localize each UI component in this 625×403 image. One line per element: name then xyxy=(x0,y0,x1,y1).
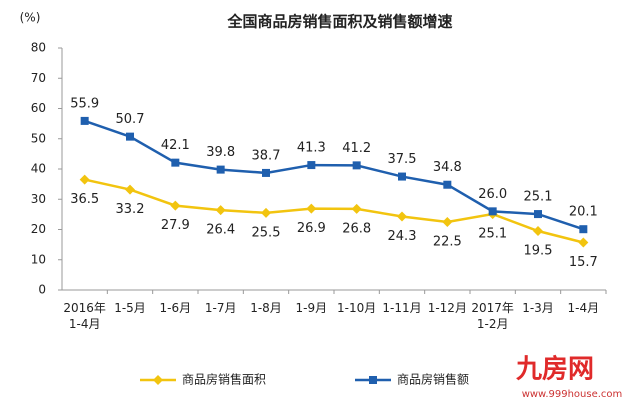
x-tick-label: 1-7月 xyxy=(205,301,237,315)
value-label: 26.9 xyxy=(297,221,326,236)
value-label: 25.5 xyxy=(252,225,281,240)
x-tick-label: 1-3月 xyxy=(522,301,554,315)
point xyxy=(125,184,135,195)
watermark-brand: 九房网 xyxy=(515,355,594,385)
value-label: 27.9 xyxy=(161,218,190,233)
legend-label: 商品房销售额 xyxy=(397,372,469,387)
legend-marker xyxy=(153,375,163,385)
y-tick-label: 70 xyxy=(31,71,46,85)
legend-label: 商品房销售面积 xyxy=(182,372,266,387)
point xyxy=(126,132,134,141)
point xyxy=(262,168,270,177)
value-label: 20.1 xyxy=(569,205,598,220)
point xyxy=(578,237,589,248)
y-tick-label: 50 xyxy=(31,131,46,145)
point xyxy=(442,216,453,227)
point xyxy=(397,211,407,222)
point xyxy=(79,174,90,185)
series-line xyxy=(84,119,584,231)
value-label: 55.9 xyxy=(70,96,99,111)
value-label: 36.5 xyxy=(70,192,99,207)
point xyxy=(307,161,316,170)
legend-marker xyxy=(369,376,377,384)
y-tick-label: 10 xyxy=(31,252,46,266)
value-label: 37.5 xyxy=(388,152,417,167)
y-unit: (%) xyxy=(20,11,41,25)
value-label: 22.5 xyxy=(433,234,462,249)
series-line xyxy=(84,178,584,244)
value-label: 25.1 xyxy=(524,190,553,205)
point xyxy=(170,200,181,211)
point xyxy=(306,203,317,214)
value-label: 41.3 xyxy=(297,141,326,156)
x-tick-label: 2017年 1-2月 xyxy=(471,301,514,331)
value-label: 42.1 xyxy=(161,138,190,153)
x-tick-label: 1-10月 xyxy=(337,301,376,315)
value-label: 26.8 xyxy=(342,221,371,236)
value-label: 25.1 xyxy=(478,227,507,242)
point xyxy=(352,161,361,170)
x-tick-label: 1-4月 xyxy=(568,301,600,315)
watermark-url: www.999house.com xyxy=(522,389,623,400)
y-tick-label: 30 xyxy=(31,192,46,206)
point xyxy=(261,207,271,218)
value-label: 15.7 xyxy=(569,255,598,270)
value-label: 26.4 xyxy=(206,223,235,238)
point xyxy=(398,172,406,181)
point xyxy=(488,207,497,216)
x-tick-label: 1-12月 xyxy=(428,301,467,315)
point xyxy=(534,210,542,219)
value-label: 39.8 xyxy=(206,145,235,160)
y-tick-label: 80 xyxy=(31,41,46,55)
x-tick-label: 1-8月 xyxy=(250,301,282,315)
value-label: 33.2 xyxy=(116,202,145,217)
point xyxy=(443,180,452,189)
point xyxy=(80,116,89,125)
x-tick-label: 1-11月 xyxy=(382,301,421,315)
x-tick-label: 1-9月 xyxy=(296,301,328,315)
value-label: 24.3 xyxy=(388,229,417,244)
x-tick-label: 1-6月 xyxy=(160,301,192,315)
point xyxy=(533,226,543,237)
point xyxy=(351,203,362,214)
x-tick-label: 1-5月 xyxy=(114,301,146,315)
y-tick-label: 60 xyxy=(31,101,46,115)
value-label: 26.0 xyxy=(478,187,507,202)
value-label: 41.2 xyxy=(342,141,371,156)
value-label: 19.5 xyxy=(524,244,553,259)
chart-title: 全国商品房销售面积及销售额增速 xyxy=(226,13,452,31)
value-label: 38.7 xyxy=(252,148,281,163)
point xyxy=(579,225,588,234)
point xyxy=(215,205,226,216)
y-tick-label: 40 xyxy=(31,162,46,176)
value-label: 50.7 xyxy=(116,112,145,127)
x-tick-label: 2016年 1-4月 xyxy=(63,301,106,331)
point xyxy=(171,158,180,167)
value-label: 34.8 xyxy=(433,160,462,175)
y-tick-label: 20 xyxy=(31,222,46,236)
y-tick-label: 0 xyxy=(38,283,46,297)
point xyxy=(216,165,225,174)
